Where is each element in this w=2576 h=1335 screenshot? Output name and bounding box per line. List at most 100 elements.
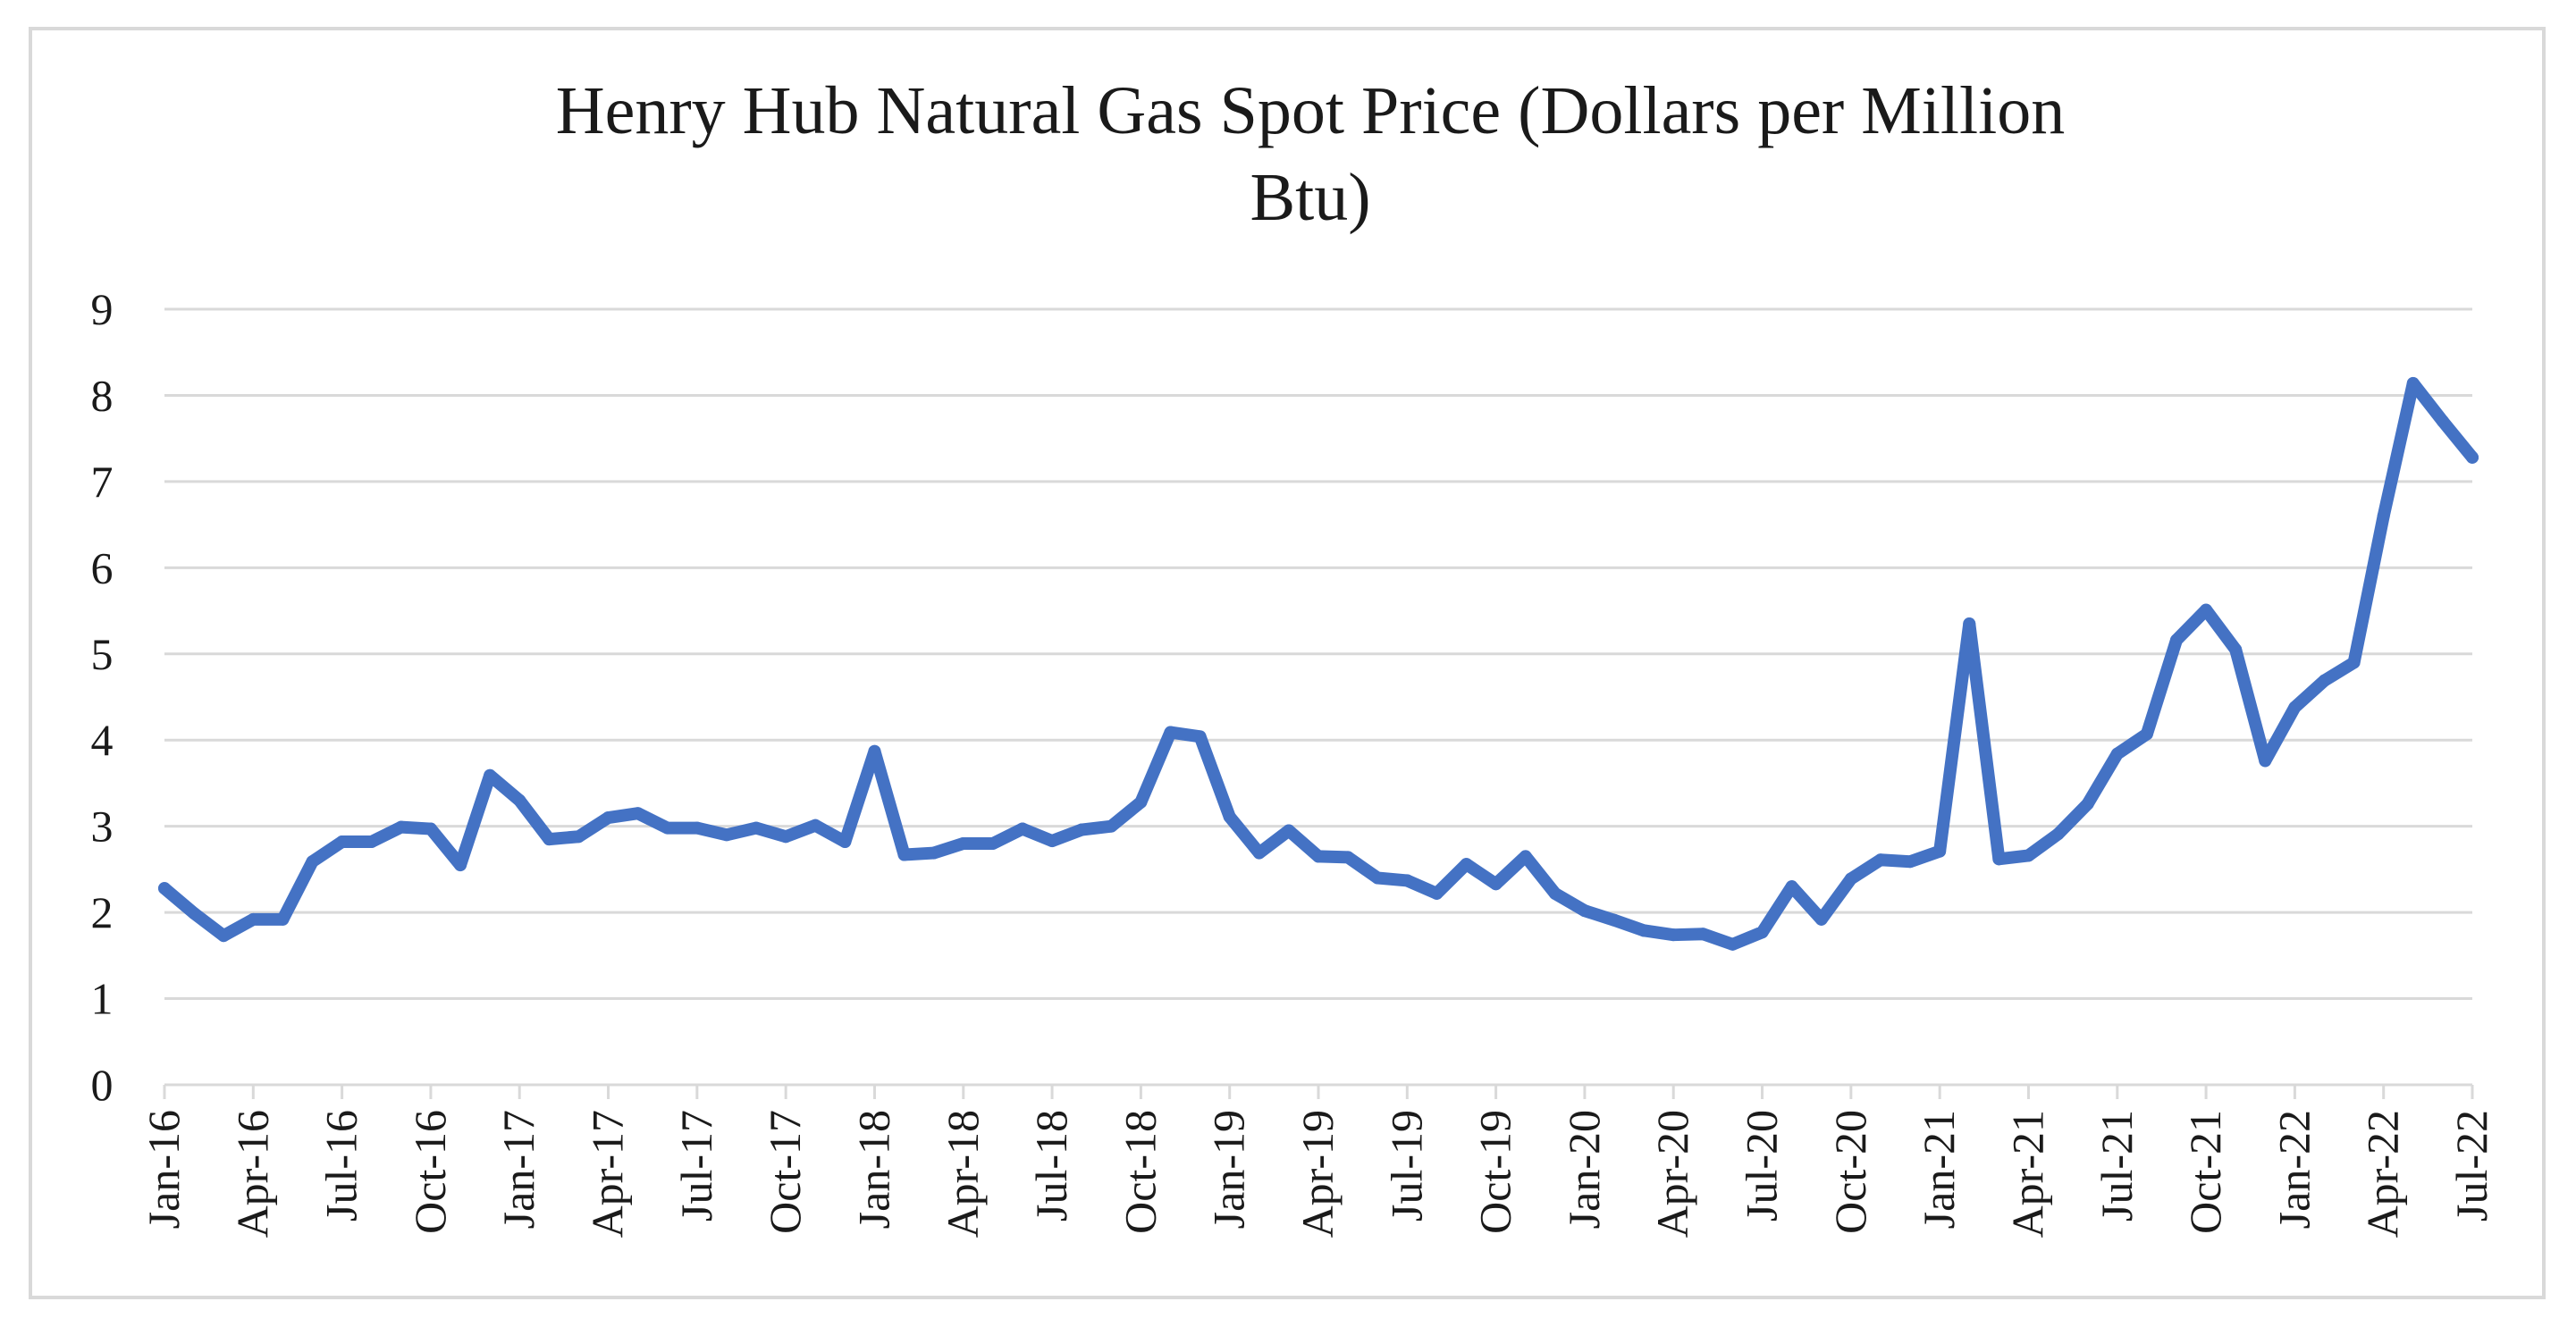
data-point bbox=[1460, 858, 1473, 871]
data-point bbox=[2200, 603, 2213, 617]
data-point bbox=[2051, 827, 2065, 841]
data-point bbox=[779, 830, 793, 844]
data-point bbox=[1873, 853, 1887, 867]
data-point bbox=[838, 835, 852, 849]
data-point bbox=[927, 846, 940, 860]
x-tick-label: Apr-19 bbox=[1292, 1110, 1343, 1238]
x-tick-label: Oct-19 bbox=[1470, 1110, 1520, 1234]
data-point bbox=[365, 835, 378, 849]
data-point bbox=[1696, 928, 1710, 941]
data-point bbox=[956, 836, 970, 850]
data-point bbox=[2259, 754, 2272, 768]
y-tick-label: 4 bbox=[91, 715, 114, 765]
data-point bbox=[484, 768, 497, 782]
data-point bbox=[454, 859, 467, 872]
data-point bbox=[690, 821, 703, 835]
data-point bbox=[1164, 726, 1177, 739]
data-point bbox=[276, 912, 290, 926]
data-point bbox=[720, 828, 733, 842]
data-point bbox=[1489, 877, 1503, 891]
data-point bbox=[1430, 886, 1444, 900]
data-point bbox=[1046, 835, 1059, 848]
data-point bbox=[1667, 928, 1680, 942]
data-point bbox=[1371, 871, 1385, 885]
data-point bbox=[1726, 937, 1739, 951]
x-tick-label: Jan-22 bbox=[2269, 1110, 2319, 1229]
data-point bbox=[1755, 926, 1769, 939]
data-point bbox=[1904, 855, 1917, 869]
x-tick-label: Apr-17 bbox=[583, 1110, 633, 1238]
x-axis bbox=[163, 1083, 2474, 1099]
y-axis-tick-labels: 0 1 2 3 4 5 6 7 8 9 bbox=[91, 284, 114, 1110]
data-point bbox=[1785, 880, 1798, 894]
x-tick-label: Oct-17 bbox=[760, 1110, 810, 1234]
data-point bbox=[1578, 904, 1591, 918]
line-chart: Henry Hub Natural Gas Spot Price (Dollar… bbox=[91, 73, 2497, 1238]
x-tick-label: Apr-21 bbox=[2002, 1110, 2052, 1238]
data-point bbox=[2110, 747, 2124, 760]
x-tick-label: Jan-17 bbox=[493, 1110, 543, 1229]
data-point bbox=[1519, 850, 1532, 863]
x-tick-label: Jul-21 bbox=[2092, 1110, 2142, 1222]
x-tick-label: Apr-22 bbox=[2358, 1110, 2408, 1238]
data-point bbox=[1933, 844, 1947, 858]
y-tick-label: 5 bbox=[91, 629, 114, 679]
x-tick-label: Jan-18 bbox=[848, 1110, 898, 1229]
y-tick-label: 9 bbox=[91, 284, 114, 334]
data-point bbox=[2229, 642, 2243, 656]
data-point bbox=[1637, 924, 1651, 937]
data-point bbox=[2318, 674, 2331, 687]
x-tick-label: Apr-20 bbox=[1647, 1110, 1697, 1238]
data-point bbox=[602, 811, 615, 825]
data-point bbox=[1282, 824, 1295, 837]
data-point bbox=[306, 855, 319, 869]
x-tick-label: Oct-21 bbox=[2180, 1110, 2230, 1234]
data-point bbox=[661, 821, 674, 835]
data-point bbox=[1963, 617, 1976, 631]
data-point bbox=[1105, 819, 1118, 833]
x-tick-label: Jan-19 bbox=[1204, 1110, 1254, 1229]
data-point bbox=[897, 848, 911, 861]
y-tick-label: 6 bbox=[91, 542, 114, 592]
data-point bbox=[1608, 913, 1621, 927]
data-point bbox=[2377, 509, 2390, 523]
x-tick-label: Oct-18 bbox=[1115, 1110, 1165, 1234]
data-point bbox=[394, 820, 408, 834]
x-tick-label: Jul-20 bbox=[1737, 1110, 1787, 1222]
data-point bbox=[424, 822, 437, 835]
data-point bbox=[247, 912, 260, 926]
data-point bbox=[1844, 872, 1857, 886]
data-point bbox=[1312, 850, 1325, 863]
y-tick-label: 3 bbox=[91, 802, 114, 852]
data-point bbox=[2406, 376, 2420, 390]
data-point bbox=[543, 833, 556, 846]
x-tick-label: Jul-17 bbox=[671, 1110, 721, 1222]
data-point bbox=[1992, 852, 2006, 866]
y-tick-label: 7 bbox=[91, 457, 114, 507]
data-point bbox=[2436, 415, 2449, 428]
x-tick-label: Apr-16 bbox=[227, 1110, 277, 1238]
x-axis-tick-labels: Jan-16 Apr-16 Jul-16 Oct-16 Jan-17 Apr-17 Jul-… bbox=[139, 1110, 2496, 1238]
x-tick-label: Jan-21 bbox=[1914, 1110, 1964, 1229]
data-point bbox=[217, 929, 231, 943]
gridlines bbox=[164, 307, 2472, 1001]
x-tick-label: Jul-22 bbox=[2446, 1110, 2496, 1222]
data-point bbox=[1342, 851, 1355, 864]
data-point bbox=[572, 830, 585, 844]
data-point bbox=[2081, 797, 2094, 810]
y-tick-label: 0 bbox=[91, 1060, 114, 1110]
x-tick-label: Jul-19 bbox=[1381, 1110, 1431, 1222]
chart-title-line-2: Btu) bbox=[1250, 160, 1370, 235]
data-point bbox=[1134, 795, 1148, 809]
data-point bbox=[1814, 912, 1828, 926]
x-tick-label: Oct-20 bbox=[1825, 1110, 1875, 1234]
x-tick-label: Jul-18 bbox=[1026, 1110, 1076, 1222]
data-point bbox=[158, 882, 171, 895]
data-point bbox=[868, 744, 881, 758]
y-tick-label: 2 bbox=[91, 887, 114, 937]
data-point bbox=[2347, 656, 2361, 669]
y-tick-label: 8 bbox=[91, 370, 114, 420]
data-point bbox=[1548, 886, 1562, 900]
data-point bbox=[1193, 730, 1207, 743]
data-point bbox=[2169, 634, 2183, 647]
